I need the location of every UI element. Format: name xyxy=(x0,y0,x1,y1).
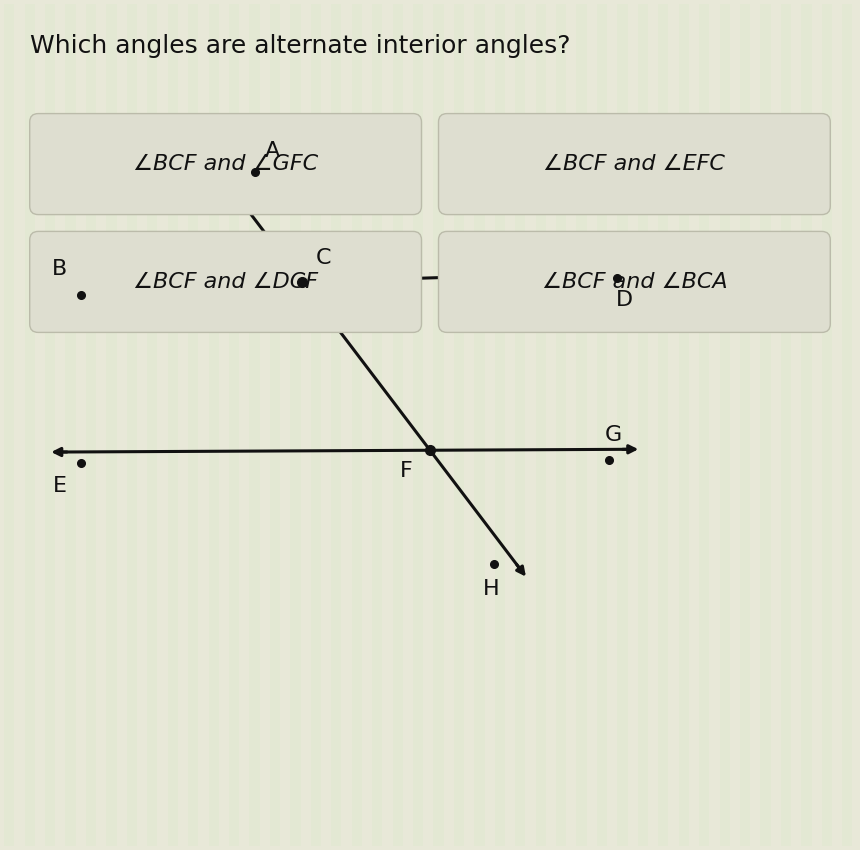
Bar xyxy=(65,4,76,846)
Text: D: D xyxy=(616,291,633,310)
Bar xyxy=(291,4,300,846)
Text: G: G xyxy=(605,425,622,445)
Bar xyxy=(25,4,34,846)
Bar xyxy=(822,4,832,846)
Text: ∠BCF and ∠DCF: ∠BCF and ∠DCF xyxy=(133,272,318,292)
FancyBboxPatch shape xyxy=(439,114,830,214)
Bar xyxy=(352,4,362,846)
Bar xyxy=(494,4,505,846)
Bar xyxy=(188,4,199,846)
Text: Which angles are alternate interior angles?: Which angles are alternate interior angl… xyxy=(30,34,570,58)
Bar xyxy=(760,4,771,846)
Bar xyxy=(392,4,402,846)
Text: H: H xyxy=(483,579,500,599)
Text: C: C xyxy=(316,248,331,269)
Bar xyxy=(740,4,750,846)
Bar xyxy=(147,4,157,846)
Bar xyxy=(413,4,423,846)
Bar xyxy=(86,4,96,846)
Text: ∠BCF and ∠EFC: ∠BCF and ∠EFC xyxy=(544,154,725,174)
Bar xyxy=(454,4,464,846)
Bar xyxy=(802,4,812,846)
Bar xyxy=(270,4,280,846)
Bar xyxy=(658,4,668,846)
Bar xyxy=(679,4,689,846)
Bar xyxy=(781,4,791,846)
Bar xyxy=(699,4,710,846)
FancyBboxPatch shape xyxy=(30,231,421,332)
Text: ∠BCF and ∠GFC: ∠BCF and ∠GFC xyxy=(133,154,318,174)
Bar xyxy=(331,4,341,846)
Text: A: A xyxy=(265,141,280,162)
Bar xyxy=(576,4,587,846)
Bar xyxy=(107,4,117,846)
Bar xyxy=(515,4,525,846)
Bar xyxy=(842,4,852,846)
Bar xyxy=(536,4,546,846)
Bar xyxy=(310,4,321,846)
Bar xyxy=(720,4,730,846)
Bar xyxy=(372,4,383,846)
Bar xyxy=(4,4,15,846)
Text: ∠BCF and ∠BCA: ∠BCF and ∠BCA xyxy=(542,272,728,292)
Bar xyxy=(556,4,566,846)
Bar xyxy=(249,4,260,846)
Text: B: B xyxy=(52,259,67,280)
Bar xyxy=(617,4,628,846)
Bar xyxy=(597,4,607,846)
Text: E: E xyxy=(52,476,66,496)
Bar xyxy=(209,4,218,846)
FancyBboxPatch shape xyxy=(30,114,421,214)
Bar xyxy=(126,4,137,846)
Bar xyxy=(474,4,484,846)
Bar xyxy=(433,4,444,846)
Bar xyxy=(168,4,178,846)
Text: F: F xyxy=(400,462,413,481)
FancyBboxPatch shape xyxy=(439,231,830,332)
Bar xyxy=(638,4,648,846)
Bar xyxy=(45,4,55,846)
Bar xyxy=(229,4,239,846)
